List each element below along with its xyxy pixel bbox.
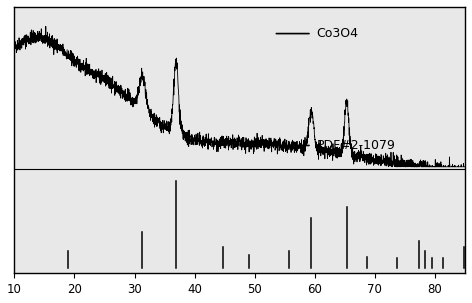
Text: Co3O4: Co3O4 <box>316 27 358 40</box>
Text: PDF#2-1079: PDF#2-1079 <box>316 139 395 152</box>
